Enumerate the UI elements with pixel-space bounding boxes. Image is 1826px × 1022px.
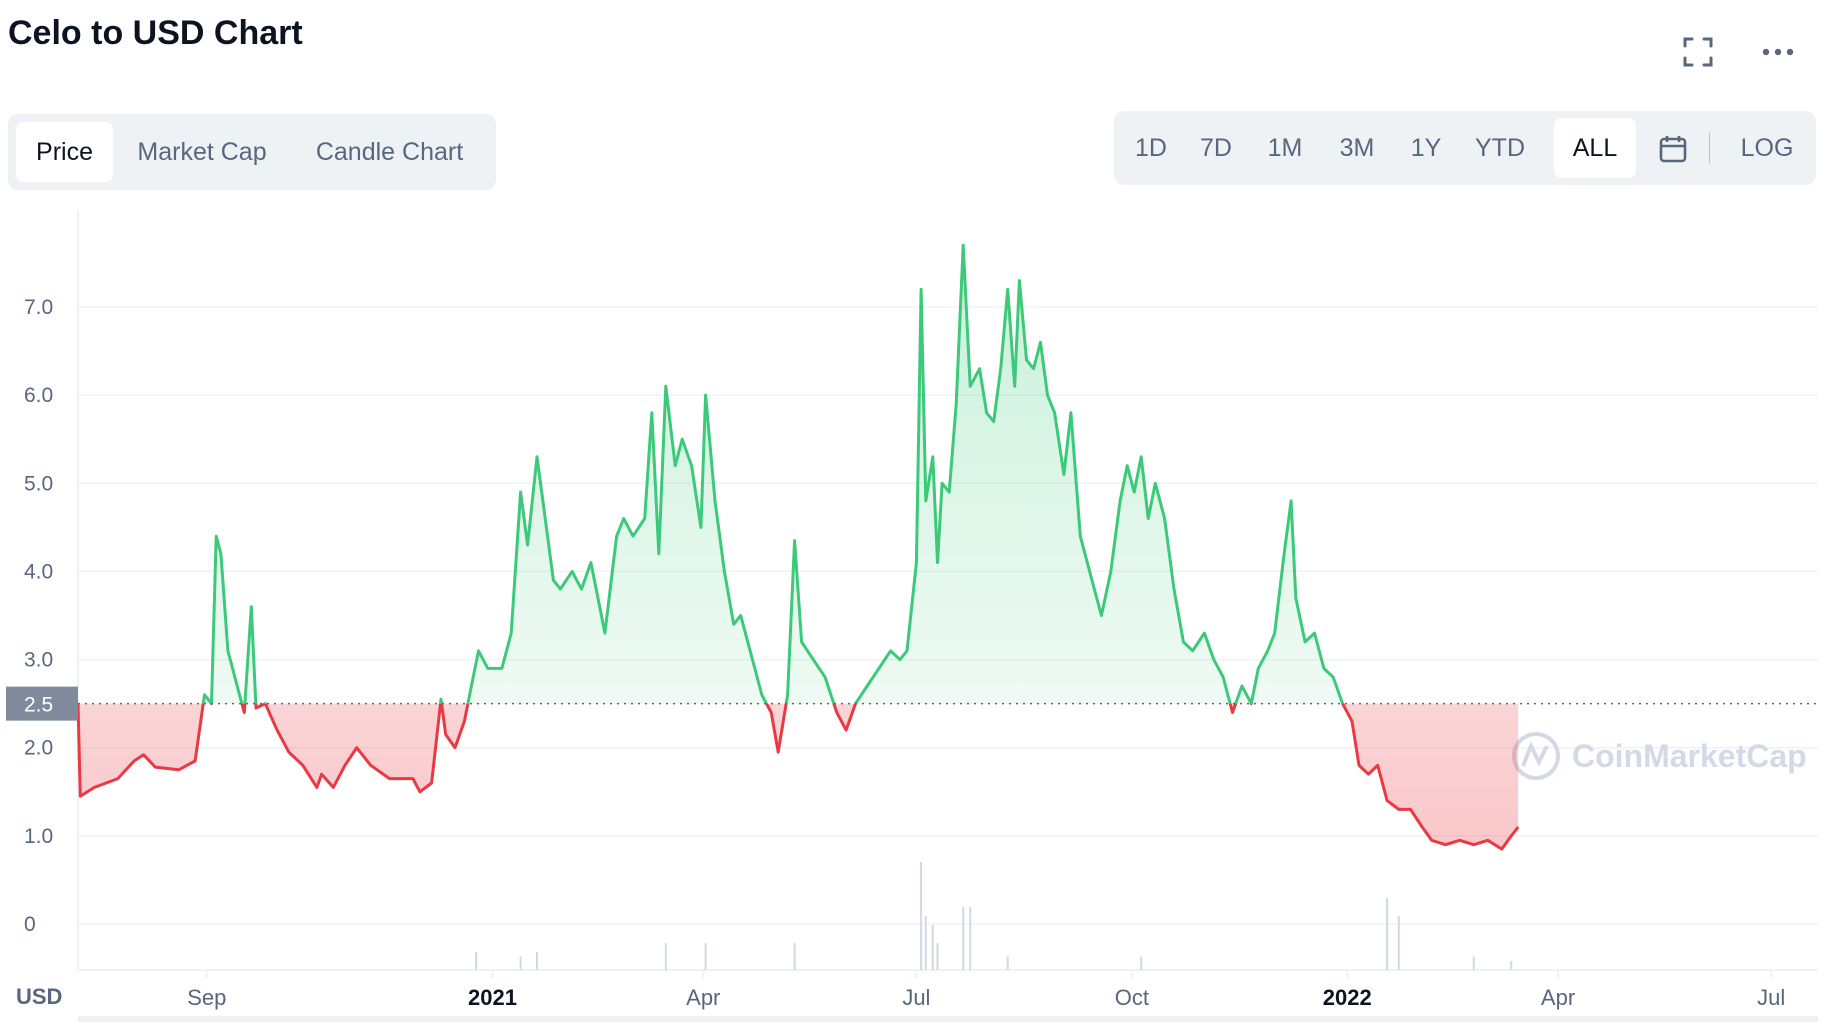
volume-bar bbox=[936, 943, 939, 970]
area-below-reference bbox=[78, 703, 1519, 850]
volume-bar bbox=[1472, 956, 1475, 970]
x-axis-ticks: Sep 2021 Apr Jul Oct 2022 Apr Jul bbox=[187, 985, 1785, 1010]
volume-bar bbox=[475, 952, 478, 970]
calendar-icon[interactable] bbox=[1647, 118, 1699, 178]
y-tick-label: 2.0 bbox=[24, 737, 53, 760]
volume-bar bbox=[920, 862, 923, 970]
price-chart: 0 1.0 2.0 3.0 4.0 5.0 6.0 7.0 CoinMarketCap 2.5… bbox=[6, 210, 1818, 1022]
volume-bars bbox=[475, 862, 1513, 970]
watermark-text: CoinMarketCap bbox=[1572, 738, 1807, 774]
range-all[interactable]: ALL bbox=[1554, 118, 1636, 178]
volume-bar bbox=[536, 952, 539, 970]
y-tick-label: 4.0 bbox=[24, 560, 53, 583]
tab-candle-chart[interactable]: Candle Chart bbox=[315, 138, 464, 166]
reference-price-badge: 2.5 bbox=[6, 686, 78, 721]
volume-bar bbox=[1510, 961, 1513, 970]
chart-type-tabs: Price Market Cap Candle Chart bbox=[8, 114, 496, 190]
x-tick-label: 2022 bbox=[1323, 985, 1372, 1010]
volume-bar bbox=[704, 943, 707, 970]
range-7d[interactable]: 7D bbox=[1200, 134, 1232, 162]
range-ytd[interactable]: YTD bbox=[1475, 134, 1525, 162]
y-tick-label: 6.0 bbox=[24, 384, 53, 407]
volume-bar bbox=[519, 956, 522, 970]
x-tick-label: Apr bbox=[686, 985, 720, 1010]
range-navigator-strip[interactable] bbox=[78, 1016, 1818, 1022]
y-tick-label: 1.0 bbox=[24, 825, 53, 848]
volume-bar bbox=[1386, 898, 1389, 970]
volume-bar bbox=[793, 943, 796, 970]
x-tick-label: 2021 bbox=[468, 985, 517, 1010]
fullscreen-icon[interactable] bbox=[1678, 32, 1718, 72]
volume-bar bbox=[962, 907, 965, 970]
price-line-up bbox=[76, 243, 1345, 704]
log-toggle[interactable]: LOG bbox=[1740, 134, 1794, 162]
x-tick-label: Jul bbox=[902, 985, 930, 1010]
volume-bar bbox=[1397, 916, 1400, 970]
tab-price[interactable]: Price bbox=[16, 122, 113, 182]
y-tick-label: 0 bbox=[24, 913, 36, 936]
currency-label: USD bbox=[16, 984, 62, 1009]
time-range-selector: 1D 7D 1M 3M 1Y YTD ALL LOG bbox=[1114, 111, 1816, 185]
range-1m[interactable]: 1M bbox=[1267, 134, 1303, 162]
svg-text:2.5: 2.5 bbox=[24, 694, 53, 717]
volume-bar bbox=[1006, 956, 1009, 970]
page-title: Celo to USD Chart bbox=[8, 14, 303, 52]
volume-bar bbox=[1140, 956, 1143, 970]
volume-bar bbox=[969, 907, 972, 970]
price-line-down bbox=[76, 703, 1520, 851]
x-tick-label: Apr bbox=[1541, 985, 1575, 1010]
x-tick-label: Oct bbox=[1115, 985, 1149, 1010]
volume-bar bbox=[664, 943, 667, 970]
y-tick-label: 7.0 bbox=[24, 296, 53, 319]
range-1d[interactable]: 1D bbox=[1135, 134, 1167, 162]
x-tick-label: Jul bbox=[1757, 985, 1785, 1010]
y-tick-label: 5.0 bbox=[24, 472, 53, 495]
range-divider bbox=[1709, 133, 1710, 163]
range-1y[interactable]: 1Y bbox=[1410, 134, 1442, 162]
x-tick-label: Sep bbox=[187, 985, 226, 1010]
more-dots-icon[interactable] bbox=[1758, 32, 1798, 72]
y-axis-ticks: 0 1.0 2.0 3.0 4.0 5.0 6.0 7.0 bbox=[24, 296, 53, 936]
tab-market-cap[interactable]: Market Cap bbox=[137, 138, 267, 166]
y-tick-label: 3.0 bbox=[24, 649, 53, 672]
volume-bar bbox=[931, 925, 934, 970]
volume-bar bbox=[924, 916, 927, 970]
range-3m[interactable]: 3M bbox=[1339, 134, 1375, 162]
coinmarketcap-watermark: CoinMarketCap bbox=[1512, 732, 1807, 780]
price-line bbox=[76, 243, 1520, 851]
